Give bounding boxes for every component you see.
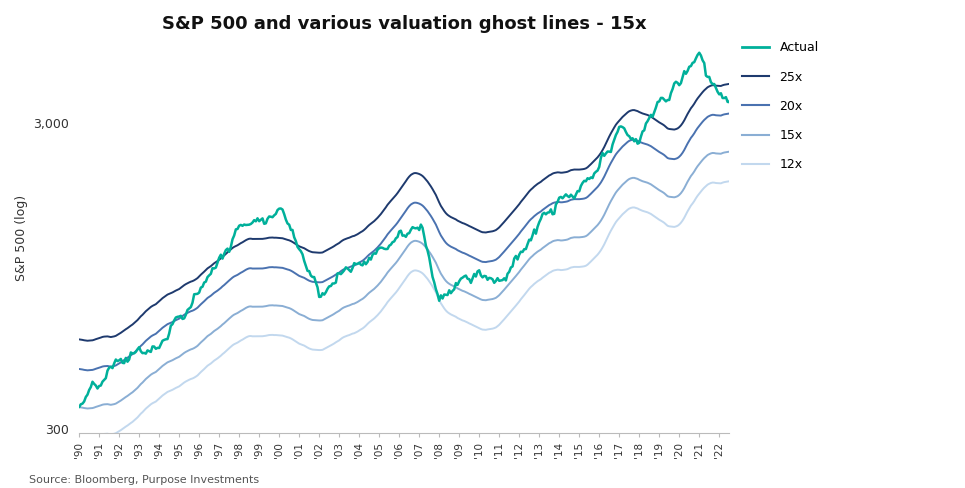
Legend: Actual, 25x, 20x, 15x, 12x: Actual, 25x, 20x, 15x, 12x: [742, 41, 818, 171]
Title: S&P 500 and various valuation ghost lines - 15x: S&P 500 and various valuation ghost line…: [162, 15, 647, 33]
Y-axis label: S&P 500 (log): S&P 500 (log): [15, 195, 28, 281]
Text: Source: Bloomberg, Purpose Investments: Source: Bloomberg, Purpose Investments: [29, 475, 259, 485]
